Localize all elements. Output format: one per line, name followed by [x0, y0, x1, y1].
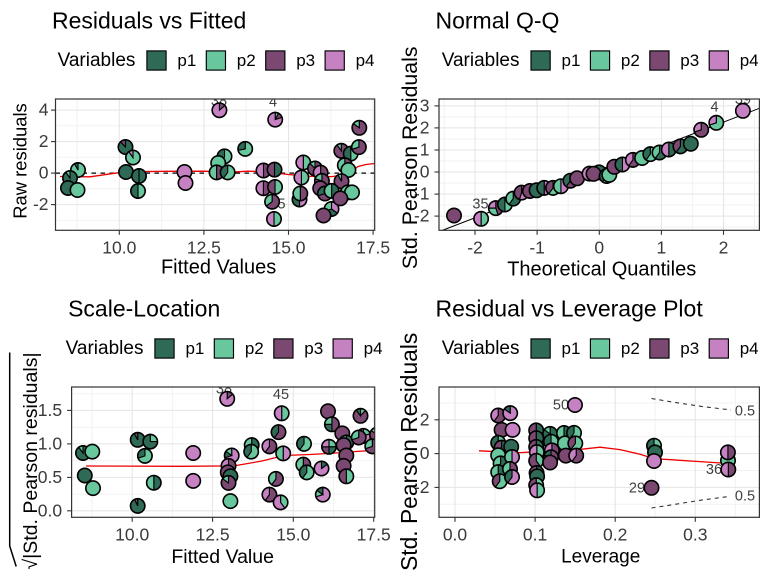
- svg-text:p3: p3: [680, 51, 699, 70]
- svg-text:2: 2: [39, 131, 49, 151]
- svg-text:Std. Pearson Residuals: Std. Pearson Residuals: [396, 333, 422, 571]
- svg-text:36: 36: [706, 462, 722, 478]
- svg-text:p2: p2: [245, 339, 264, 358]
- svg-text:10.0: 10.0: [115, 524, 149, 544]
- svg-text:Std. Pearson Residuals: Std. Pearson Residuals: [398, 47, 422, 270]
- svg-text:-2: -2: [33, 194, 49, 214]
- svg-text:p2: p2: [237, 51, 256, 70]
- svg-text:Leverage: Leverage: [561, 547, 640, 568]
- svg-text:0.3: 0.3: [683, 524, 707, 544]
- svg-text:50: 50: [553, 398, 569, 414]
- svg-text:0.5: 0.5: [735, 404, 755, 420]
- svg-text:45: 45: [273, 387, 289, 403]
- svg-text:2: 2: [420, 409, 430, 429]
- svg-text:35: 35: [472, 197, 488, 213]
- svg-text:17.5: 17.5: [357, 524, 391, 544]
- svg-text:p2: p2: [621, 51, 640, 70]
- svg-text:Residual vs Leverage Plot: Residual vs Leverage Plot: [436, 296, 704, 322]
- svg-text:1.0: 1.0: [38, 433, 63, 453]
- svg-text:-2: -2: [467, 237, 483, 257]
- svg-text:Fitted Value: Fitted Value: [171, 546, 274, 568]
- svg-text:Scale-Location: Scale-Location: [68, 296, 220, 322]
- svg-text:2: 2: [719, 237, 729, 257]
- svg-text:p2: p2: [621, 339, 640, 358]
- svg-text:15.0: 15.0: [271, 237, 305, 257]
- svg-text:-2: -2: [414, 477, 430, 497]
- svg-text:-1: -1: [414, 184, 430, 204]
- svg-text:Variables: Variables: [58, 50, 136, 71]
- svg-text:10.0: 10.0: [102, 237, 136, 257]
- svg-text:-2: -2: [414, 206, 430, 226]
- svg-text:0.1: 0.1: [523, 524, 547, 544]
- svg-text:p4: p4: [740, 339, 759, 358]
- svg-text:√|Std. Pearson residuals|: √|Std. Pearson residuals|: [20, 352, 42, 569]
- svg-text:12.5: 12.5: [196, 524, 230, 544]
- svg-text:p4: p4: [364, 339, 383, 358]
- svg-text:p3: p3: [680, 339, 699, 358]
- svg-text:4: 4: [269, 95, 277, 111]
- svg-text:0.5: 0.5: [38, 467, 62, 487]
- svg-text:Variables: Variables: [442, 338, 520, 359]
- svg-text:1: 1: [657, 237, 667, 257]
- svg-text:Variables: Variables: [66, 338, 144, 359]
- svg-text:0.0: 0.0: [38, 500, 63, 520]
- svg-text:4: 4: [710, 100, 718, 116]
- svg-text:p1: p1: [562, 339, 581, 358]
- svg-text:29: 29: [629, 481, 645, 497]
- svg-text:Residuals vs Fitted: Residuals vs Fitted: [52, 8, 246, 34]
- svg-text:0.2: 0.2: [603, 524, 627, 544]
- svg-text:0: 0: [39, 163, 49, 183]
- svg-text:p4: p4: [356, 51, 375, 70]
- svg-text:Variables: Variables: [442, 50, 520, 71]
- svg-text:p3: p3: [296, 51, 315, 70]
- svg-text:-1: -1: [529, 237, 545, 257]
- svg-text:1.5: 1.5: [38, 400, 62, 420]
- svg-text:3: 3: [420, 95, 430, 115]
- svg-text:17.5: 17.5: [356, 237, 390, 257]
- svg-text:Raw residuals: Raw residuals: [10, 103, 31, 219]
- svg-text:1: 1: [420, 140, 430, 160]
- svg-text:4: 4: [39, 100, 49, 120]
- svg-text:p4: p4: [740, 51, 759, 70]
- svg-text:p1: p1: [177, 51, 196, 70]
- svg-text:p3: p3: [304, 339, 323, 358]
- svg-text:0: 0: [420, 162, 430, 182]
- svg-text:0.0: 0.0: [443, 524, 468, 544]
- svg-text:0: 0: [594, 237, 604, 257]
- svg-text:p1: p1: [562, 51, 581, 70]
- svg-text:0: 0: [420, 443, 430, 463]
- svg-text:0.5: 0.5: [735, 489, 755, 505]
- svg-text:2: 2: [420, 117, 430, 137]
- svg-text:Fitted Values: Fitted Values: [161, 257, 276, 279]
- svg-text:Normal Q-Q: Normal Q-Q: [436, 8, 560, 34]
- svg-text:15.0: 15.0: [276, 524, 310, 544]
- svg-text:12.5: 12.5: [187, 237, 221, 257]
- svg-text:Theoretical Quantiles: Theoretical Quantiles: [507, 259, 696, 281]
- svg-text:p1: p1: [185, 339, 204, 358]
